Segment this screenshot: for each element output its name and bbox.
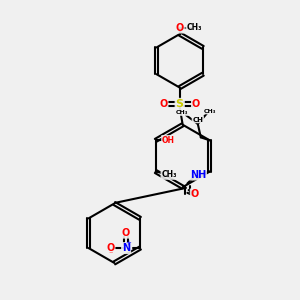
Text: CH: CH [192,116,203,122]
Text: S: S [176,99,184,109]
Text: CH₃: CH₃ [176,110,189,115]
Text: NH: NH [190,169,206,179]
Text: CH₃: CH₃ [186,23,202,32]
Text: O: O [176,22,184,32]
Text: ⁻: ⁻ [108,249,112,258]
Text: CH₃: CH₃ [161,170,177,179]
Text: O: O [192,99,200,109]
Text: O: O [122,228,130,238]
Text: O: O [106,243,115,253]
Text: OH: OH [162,136,175,145]
Text: O: O [191,189,199,200]
Text: O: O [159,99,167,109]
Text: +: + [125,240,131,246]
Text: N: N [122,243,130,253]
Text: CH₃: CH₃ [204,109,217,114]
